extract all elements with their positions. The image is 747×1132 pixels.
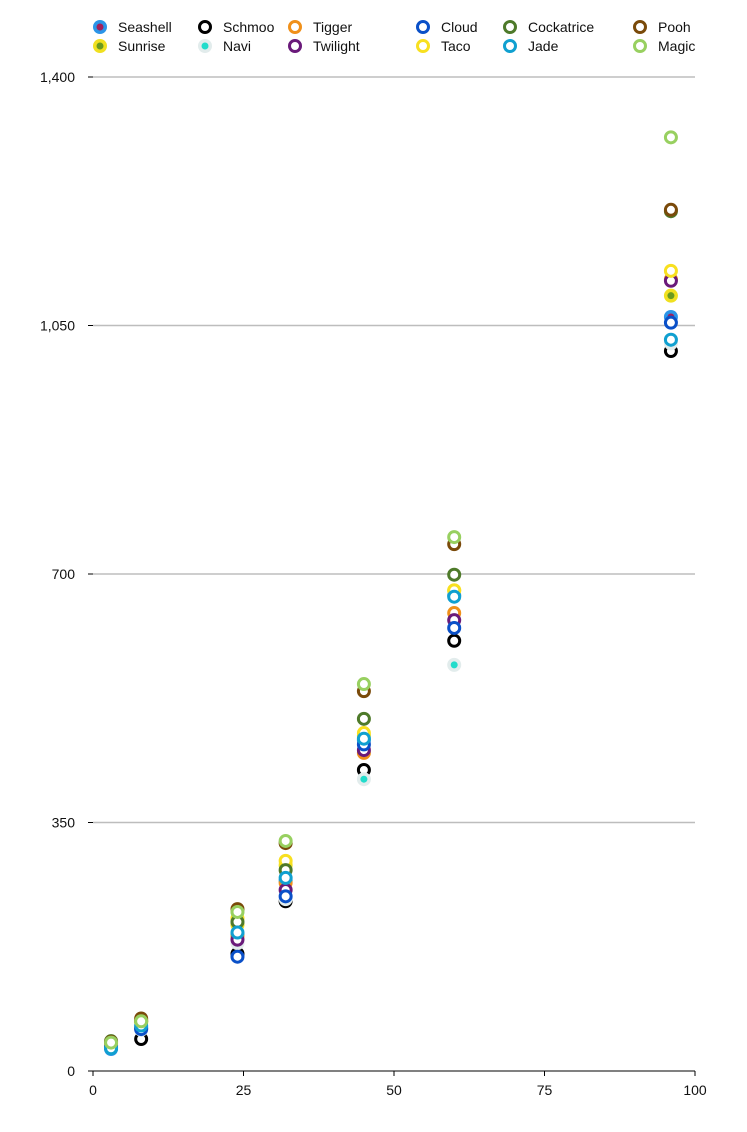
y-tick-label: 350 — [52, 815, 76, 831]
legend-marker-icon — [503, 20, 517, 34]
point-magic — [278, 833, 293, 848]
legend-item-tigger: Tigger — [288, 19, 353, 35]
legend-item-jade: Jade — [503, 38, 559, 54]
legend-item-twilight: Twilight — [288, 38, 360, 54]
x-tick-label: 25 — [236, 1082, 252, 1098]
legend-marker-icon — [93, 20, 107, 34]
legend-marker-icon — [198, 20, 212, 34]
legend-label: Twilight — [313, 38, 360, 54]
legend-marker-icon — [633, 39, 647, 53]
x-tick-label: 75 — [537, 1082, 553, 1098]
legend-label: Cloud — [441, 19, 478, 35]
grid-lines — [93, 76, 695, 824]
y-tick-label: 1,400 — [40, 69, 75, 85]
legend: Seashell Sunrise Schmoo Navi Tigger Twilight C… — [93, 19, 695, 54]
legend-marker-icon — [416, 39, 430, 53]
legend-item-taco: Taco — [416, 38, 471, 54]
legend-label: Magic — [658, 38, 695, 54]
point-cloud — [663, 315, 678, 330]
point-schmoo — [447, 633, 462, 648]
point-cloud — [447, 620, 462, 635]
legend-item-magic: Magic — [633, 38, 695, 54]
legend-marker-icon — [503, 39, 517, 53]
point-jade — [278, 870, 293, 885]
x-tick-label: 50 — [386, 1082, 402, 1098]
legend-label: Seashell — [118, 19, 172, 35]
legend-item-seashell: Seashell — [93, 19, 172, 35]
legend-item-cockatrice: Cockatrice — [503, 19, 594, 35]
point-jade — [447, 589, 462, 604]
legend-label: Jade — [528, 38, 559, 54]
point-cockatrice — [447, 567, 462, 582]
point-pooh — [663, 202, 678, 217]
legend-label: Schmoo — [223, 19, 275, 35]
point-cloud — [278, 889, 293, 904]
y-tick-label: 1,050 — [40, 318, 75, 334]
legend-label: Tigger — [313, 19, 353, 35]
legend-label: Taco — [441, 38, 471, 54]
legend-item-schmoo: Schmoo — [198, 19, 275, 35]
legend-marker-icon — [288, 39, 302, 53]
legend-item-sunrise: Sunrise — [93, 38, 166, 54]
legend-item-navi: Navi — [198, 38, 251, 54]
point-taco — [663, 263, 678, 278]
point-jade — [356, 731, 371, 746]
legend-item-cloud: Cloud — [416, 19, 478, 35]
y-axis-ticks: 0 350 700 1,050 1,400 — [40, 69, 93, 1079]
legend-label: Sunrise — [118, 38, 166, 54]
point-magic — [230, 904, 245, 919]
point-magic — [134, 1014, 149, 1029]
legend-marker-icon — [288, 20, 302, 34]
x-tick-label: 100 — [683, 1082, 707, 1098]
point-navi — [356, 772, 371, 787]
point-navi — [447, 657, 462, 672]
legend-label: Cockatrice — [528, 19, 594, 35]
point-magic — [356, 677, 371, 692]
legend-marker-icon — [416, 20, 430, 34]
y-tick-label: 700 — [52, 566, 76, 582]
legend-marker-icon — [633, 20, 647, 34]
point-cloud — [230, 949, 245, 964]
legend-label: Navi — [223, 38, 251, 54]
x-axis-ticks: 0 25 50 75 100 — [89, 1071, 707, 1098]
legend-label: Pooh — [658, 19, 691, 35]
x-tick-label: 0 — [89, 1082, 97, 1098]
point-magic — [447, 530, 462, 545]
point-magic — [104, 1035, 119, 1050]
point-jade — [230, 925, 245, 940]
point-cockatrice — [356, 711, 371, 726]
legend-marker-icon — [198, 39, 212, 53]
legend-marker-icon — [93, 39, 107, 53]
y-tick-label: 0 — [67, 1063, 75, 1079]
legend-item-pooh: Pooh — [633, 19, 691, 35]
point-sunrise — [663, 288, 678, 303]
point-jade — [663, 332, 678, 347]
point-magic — [663, 130, 678, 145]
data-points — [104, 130, 678, 1056]
